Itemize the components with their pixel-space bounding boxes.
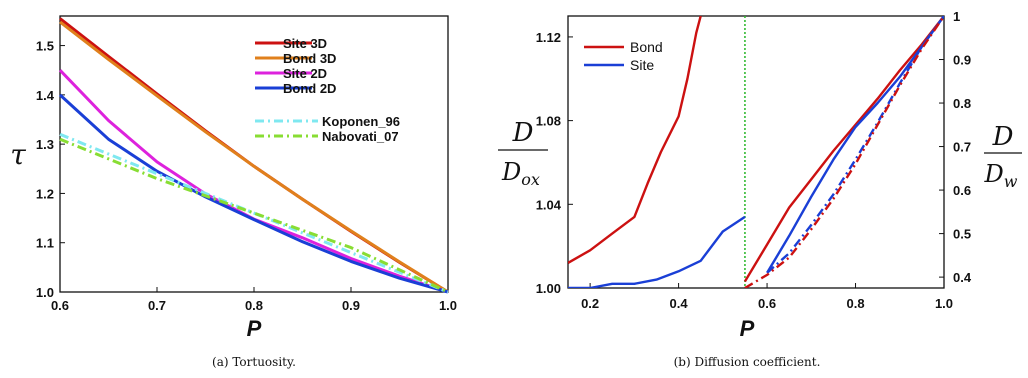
plot-frame [567, 15, 945, 289]
x-tick-label: 0.6 [51, 298, 69, 313]
legend: Bond Site [584, 39, 663, 73]
y-right-label-numerator: D [992, 122, 1014, 152]
x-axis-label: P [247, 316, 262, 341]
x-tick-labels: 0.6 0.7 0.8 0.9 1.0 [51, 287, 457, 313]
y-tick-label: 1.5 [36, 39, 54, 54]
series-line-blue-dashdot-right [766, 16, 944, 274]
x-axis-label: P [740, 316, 755, 341]
series-line-site-3d [59, 17, 449, 294]
series-line-red-solid-right [743, 16, 944, 283]
y-right-tick-label: 0.4 [953, 270, 972, 285]
y-right-tick-label: 0.8 [953, 96, 971, 111]
legend-label-bond: Bond [630, 39, 663, 55]
x-tick-label: 0.9 [342, 298, 360, 313]
x-tick-label: 0.7 [148, 298, 166, 313]
caption: (a) Tortuosity. [212, 355, 296, 369]
legend-label-koponen-96: Koponen_96 [322, 114, 400, 129]
y-tick-label: 1.1 [36, 236, 54, 251]
series-lines [568, 16, 944, 288]
y-right-tick-label: 0.6 [953, 183, 971, 198]
plot-frame [59, 15, 449, 293]
legend-label-site-2d: Site 2D [283, 66, 327, 81]
x-tick-label: 0.4 [670, 296, 689, 311]
y-left-tick-label: 1.08 [536, 114, 561, 129]
y-tick-label: 1.0 [36, 285, 54, 300]
legend-label-nabovati-07: Nabovati_07 [322, 129, 399, 144]
y-left-tick-label: 1.12 [536, 30, 561, 45]
series-line-site-2d [58, 69, 449, 294]
y-left-tick-labels: 1.00 1.04 1.08 1.12 [536, 30, 573, 296]
legend-label-site: Site [630, 57, 654, 73]
series-lines [58, 17, 449, 294]
y-right-axis-label: D Dw [984, 122, 1022, 191]
legend-label-bond-2d: Bond 2D [283, 81, 336, 96]
y-right-tick-label: 1 [953, 9, 960, 24]
x-tick-label: 0.6 [758, 296, 776, 311]
y-tick-label: 1.3 [36, 137, 54, 152]
chart-diffusion: 0.2 0.4 0.6 0.8 1.0 1.001.041.081.12 0.40.50… [498, 9, 1022, 369]
series-line-koponen-96 [59, 132, 449, 294]
x-tick-label: 0.2 [581, 296, 599, 311]
legend-label-site-3d: Site 3D [283, 36, 327, 51]
x-tick-label: 0.8 [846, 296, 864, 311]
y-right-tick-label: 0.9 [953, 53, 971, 68]
y-tick-label: 1.2 [36, 186, 54, 201]
x-tick-label: 0.8 [245, 298, 263, 313]
x-tick-label: 1.0 [439, 298, 457, 313]
series-line-blue-solid-right [766, 16, 944, 274]
x-tick-labels: 0.2 0.4 0.6 0.8 1.0 [581, 283, 953, 311]
x-tick-label: 1.0 [935, 296, 953, 311]
y-right-tick-label: 0.7 [953, 140, 971, 155]
series-line-red-dashdot-right [744, 16, 944, 288]
y-left-tick-label: 1.04 [536, 197, 562, 212]
y-right-tick-label: 0.5 [953, 227, 971, 242]
series-line-bond-3d [59, 20, 449, 294]
y-left-label-numerator: D [512, 118, 534, 148]
y-axis-label: τ [10, 138, 26, 171]
caption: (b) Diffusion coefficient. [674, 355, 821, 369]
y-right-tick-labels: 0.4 0.5 0.6 0.7 0.8 0.9 1 [939, 9, 972, 285]
y-left-axis-label: D Dox [498, 118, 548, 189]
y-left-label-denominator: Dox [501, 158, 540, 189]
series-line-nabovati-07 [59, 137, 449, 294]
y-right-label-denominator: Dw [984, 160, 1018, 191]
series-line-bond [568, 16, 702, 264]
chart-tortuosity: 0.6 0.7 0.8 0.9 1.0 1.0 1.1 1.2 1.3 1.4 1.5 Site … [10, 15, 457, 369]
legend-label-bond-3d: Bond 3D [283, 51, 336, 66]
series-line-bond-2d [58, 93, 449, 294]
y-left-tick-label: 1.00 [536, 281, 561, 296]
y-tick-labels: 1.0 1.1 1.2 1.3 1.4 1.5 [36, 39, 65, 300]
series-line-site [568, 215, 746, 288]
y-tick-label: 1.4 [36, 88, 55, 103]
